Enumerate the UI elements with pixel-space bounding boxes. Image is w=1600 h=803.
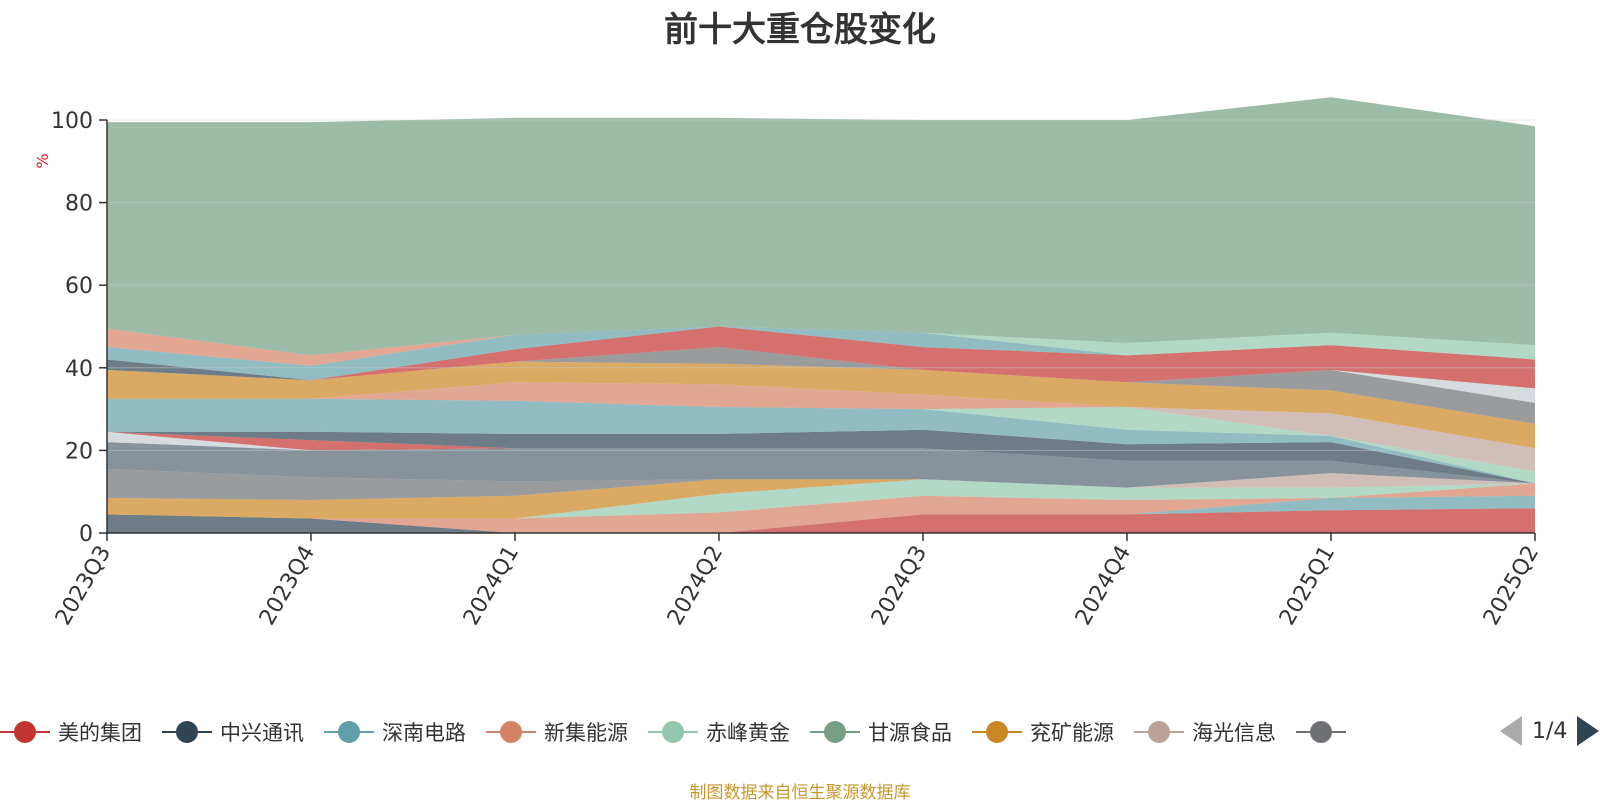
area-series-2 [107,495,1535,533]
area-series-22 [107,326,1535,381]
legend-marker-icon [972,721,1022,743]
legend-item-label: 赤峰黄金 [706,721,790,745]
legend-marker-icon [648,721,698,743]
area-series-25 [107,97,1535,356]
legend-marker-icon [486,721,536,743]
x-tick-label: 2024Q3 [867,542,932,630]
source-note: 制图数据来自恒生聚源数据库 [689,783,911,803]
x-tick-label: 2023Q4 [255,542,320,630]
y-axis-label: % [33,153,52,168]
legend-page-indicator: 1/4 [1532,718,1568,744]
y-tick-label: 60 [65,274,93,299]
legend-item[interactable]: 兖矿能源 [972,712,1114,752]
area-series-17 [107,361,1535,449]
area-series-15 [107,382,1535,472]
y-tick-label: 80 [65,192,93,217]
area-series-7 [107,473,1535,500]
x-tick-label: 2025Q2 [1479,542,1544,630]
legend-marker-icon [1296,721,1346,743]
area-series-12 [107,429,1535,484]
area-series-13 [107,398,1535,484]
legend-next-page-button[interactable] [1577,716,1600,746]
chart-title: 前十大重仓股变化 [664,10,936,50]
legend-item[interactable] [1296,712,1354,752]
legend-item[interactable]: 赤峰黄金 [648,712,790,752]
area-series-18 [107,347,1535,424]
area-series-9 [107,442,1535,488]
legend-item[interactable]: 甘源食品 [810,712,952,752]
y-tick-label: 20 [65,439,93,464]
legend-item-label: 深南电路 [382,721,466,745]
area-series-14 [107,398,1535,484]
legend-marker-icon [162,721,212,743]
legend-item-label: 甘源食品 [868,721,952,745]
area-series-0 [107,508,1535,533]
legend-item-label: 中兴通讯 [220,721,304,745]
legend-item-label: 海光信息 [1192,721,1276,745]
area-series-4 [107,479,1535,519]
legend-pager: 1/4 [1500,716,1600,746]
area-series-1 [107,508,1535,533]
area-series-3 [107,483,1535,533]
legend-marker-icon [0,721,50,743]
y-tick-label: 100 [51,109,93,134]
legend-item[interactable]: 海光信息 [1134,712,1276,752]
area-series-23 [107,326,1535,366]
legend-item-label: 兖矿能源 [1030,721,1114,745]
area-series-21 [107,326,1535,389]
legend-marker-icon [324,721,374,743]
legend-item[interactable]: 深南电路 [324,712,466,752]
legend-item[interactable]: 新集能源 [486,712,628,752]
x-tick-label: 2023Q3 [51,542,116,630]
gridlines [107,119,1535,451]
legend-item-label: 美的集团 [58,721,142,745]
y-tick-label: 40 [65,357,93,382]
x-tick-label: 2024Q1 [459,542,524,630]
legend-prev-page-button[interactable] [1500,716,1522,746]
y-tick-label: 0 [79,522,93,547]
area-series-8 [107,469,1535,500]
legend-item[interactable]: 美的集团 [0,712,142,752]
area-chart: 0 20 40 60 80 100 2023Q3 2023Q4 2024Q1 2024Q2 2024… [33,97,1544,630]
legend-item[interactable]: 中兴通讯 [162,712,304,752]
x-tick-label: 2024Q2 [663,542,728,630]
area-series-6 [107,479,1535,519]
legend: 美的集团 中兴通讯 深南电路 新集能源 赤峰黄金 甘源食品 兖矿能源 海光信息 [0,712,1490,752]
legend-marker-icon [810,721,860,743]
stacked-areas [107,97,1535,533]
x-tick-label: 2024Q4 [1071,542,1136,630]
legend-marker-icon [1134,721,1184,743]
x-tick-label: 2025Q1 [1275,542,1340,630]
legend-item-label: 新集能源 [544,721,628,745]
